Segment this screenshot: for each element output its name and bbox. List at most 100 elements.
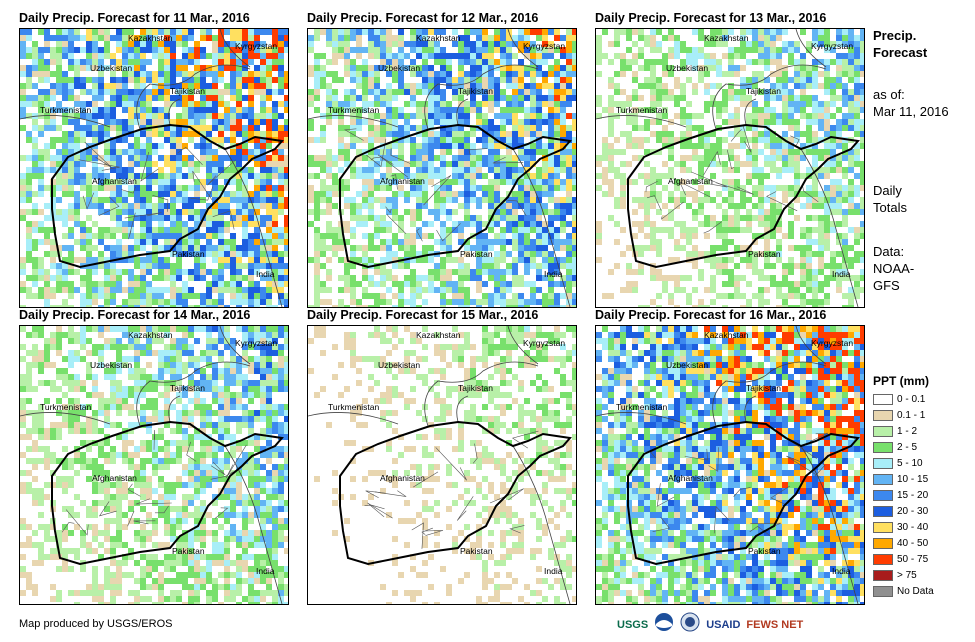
map-label-uzbekistan: Uzbekistan — [90, 360, 132, 370]
legend-swatch — [873, 457, 893, 469]
sidebar-daily: Daily Totals — [873, 182, 907, 216]
map-label-kyrgyzstan: Kyrgyzstan — [235, 41, 277, 51]
map-label-kazakhstan: Kazakhstan — [704, 33, 749, 43]
map-label-kazakhstan: Kazakhstan — [704, 330, 749, 340]
legend-swatch — [873, 585, 893, 597]
usgs-logo: USGS — [617, 618, 649, 631]
neighbor-borders — [308, 326, 571, 604]
legend-label: 5 - 10 — [897, 458, 923, 469]
map-label-pakistan: Pakistan — [748, 546, 781, 556]
neighbor-borders — [596, 326, 859, 604]
precip-map: Kazakhstan Kyrgyzstan Uzbekistan Tajikistan… — [307, 28, 577, 308]
panel-title: Daily Precip. Forecast for 16 Mar., 2016 — [595, 308, 827, 322]
afghanistan-border — [627, 123, 860, 269]
sidebar-title: Precip. Forecast — [873, 27, 927, 61]
legend-item: 0 - 0.1 — [873, 393, 925, 406]
legend-item: No Data — [873, 585, 934, 598]
forecast-panel-5: Daily Precip. Forecast for 15 Mar., 2016… — [307, 308, 577, 605]
legend-label: No Data — [897, 586, 934, 597]
legend-item: > 75 — [873, 569, 917, 582]
panel-title: Daily Precip. Forecast for 13 Mar., 2016 — [595, 11, 827, 25]
panel-title: Daily Precip. Forecast for 14 Mar., 2016 — [19, 308, 251, 322]
legend-item: 5 - 10 — [873, 457, 923, 470]
legend-swatch — [873, 473, 893, 485]
province-borders — [343, 128, 527, 242]
afghanistan-border — [339, 123, 572, 269]
map-label-turkmenistan: Turkmenistan — [328, 402, 379, 412]
map-label-turkmenistan: Turkmenistan — [328, 105, 379, 115]
legend-swatch — [873, 393, 893, 405]
province-borders — [61, 429, 247, 536]
daily-line1: Daily — [873, 183, 902, 198]
legend-swatch — [873, 521, 893, 533]
map-label-india: India — [544, 269, 563, 279]
map-label-afghanistan: Afghanistan — [380, 473, 425, 483]
neighbor-borders — [20, 326, 283, 604]
map-label-kazakhstan: Kazakhstan — [128, 33, 173, 43]
forecast-panel-2: Daily Precip. Forecast for 12 Mar., 2016… — [307, 11, 577, 308]
legend-swatch — [873, 425, 893, 437]
legend-label: 50 - 75 — [897, 554, 929, 565]
map-label-kyrgyzstan: Kyrgyzstan — [523, 338, 565, 348]
legend-item: 0.1 - 1 — [873, 409, 925, 422]
province-borders — [78, 141, 237, 240]
legend-label: 1 - 2 — [897, 426, 918, 437]
sidebar-data-source: Data: NOAA- GFS — [873, 243, 914, 294]
panel-title: Daily Precip. Forecast for 15 Mar., 2016 — [307, 308, 539, 322]
map-label-kazakhstan: Kazakhstan — [416, 33, 461, 43]
legend-title: PPT (mm) — [873, 374, 930, 388]
legend-label: 15 - 20 — [897, 490, 929, 501]
legend-swatch — [873, 441, 893, 453]
sidebar-title-line2: Forecast — [873, 45, 928, 60]
afghanistan-border — [339, 420, 572, 566]
map-label-turkmenistan: Turkmenistan — [616, 402, 667, 412]
map-label-turkmenistan: Turkmenistan — [40, 402, 91, 412]
map-label-pakistan: Pakistan — [748, 249, 781, 259]
legend-label: 2 - 5 — [897, 442, 918, 453]
map-label-tajikistan: Tajikistan — [170, 86, 205, 96]
precip-map: Kazakhstan Kyrgyzstan Uzbekistan Tajikistan… — [595, 28, 865, 308]
legend-label: 20 - 30 — [897, 506, 929, 517]
precip-map: Kazakhstan Kyrgyzstan Uzbekistan Tajikistan… — [307, 325, 577, 605]
fewsnet-logo: FEWS NET — [746, 618, 804, 631]
precip-map: Kazakhstan Kyrgyzstan Uzbekistan Tajikistan… — [595, 325, 865, 605]
logo-strip: USGS USAID FEWS NET — [617, 612, 803, 637]
legend-item: 40 - 50 — [873, 537, 928, 550]
legend-swatch — [873, 537, 893, 549]
afghanistan-border — [51, 420, 284, 566]
map-label-kyrgyzstan: Kyrgyzstan — [811, 338, 853, 348]
legend-swatch — [873, 489, 893, 501]
legend-swatch — [873, 569, 893, 581]
map-label-uzbekistan: Uzbekistan — [90, 63, 132, 73]
credit-text: Map produced by USGS/EROS — [19, 618, 173, 630]
map-label-kyrgyzstan: Kyrgyzstan — [235, 338, 277, 348]
map-label-tajikistan: Tajikistan — [458, 86, 493, 96]
map-label-kyrgyzstan: Kyrgyzstan — [811, 41, 853, 51]
map-label-kazakhstan: Kazakhstan — [416, 330, 461, 340]
sidebar-title-line1: Precip. — [873, 28, 917, 43]
map-label-india: India — [832, 566, 851, 576]
asof-label: as of: — [873, 87, 905, 102]
map-label-kazakhstan: Kazakhstan — [128, 330, 173, 340]
map-label-uzbekistan: Uzbekistan — [666, 63, 708, 73]
legend-swatch — [873, 505, 893, 517]
legend-label: > 75 — [897, 570, 917, 581]
legend-label: 0.1 - 1 — [897, 410, 926, 421]
map-label-india: India — [544, 566, 563, 576]
legend-label: 30 - 40 — [897, 522, 929, 533]
asof-date: Mar 11, 2016 — [873, 104, 949, 119]
legend-item: 2 - 5 — [873, 441, 917, 454]
sidebar-asof: as of: Mar 11, 2016 — [873, 86, 949, 120]
legend-label: 10 - 15 — [897, 474, 929, 485]
legend-item: 20 - 30 — [873, 505, 928, 518]
province-borders — [364, 430, 539, 549]
legend-item: 30 - 40 — [873, 521, 928, 534]
legend-item: 50 - 75 — [873, 553, 928, 566]
neighbor-borders — [308, 29, 571, 307]
map-label-afghanistan: Afghanistan — [668, 473, 713, 483]
state-dept-seal — [680, 612, 700, 637]
map-label-afghanistan: Afghanistan — [92, 473, 137, 483]
map-label-turkmenistan: Turkmenistan — [616, 105, 667, 115]
forecast-panel-3: Daily Precip. Forecast for 13 Mar., 2016… — [595, 11, 865, 308]
neighbor-borders — [596, 29, 859, 307]
